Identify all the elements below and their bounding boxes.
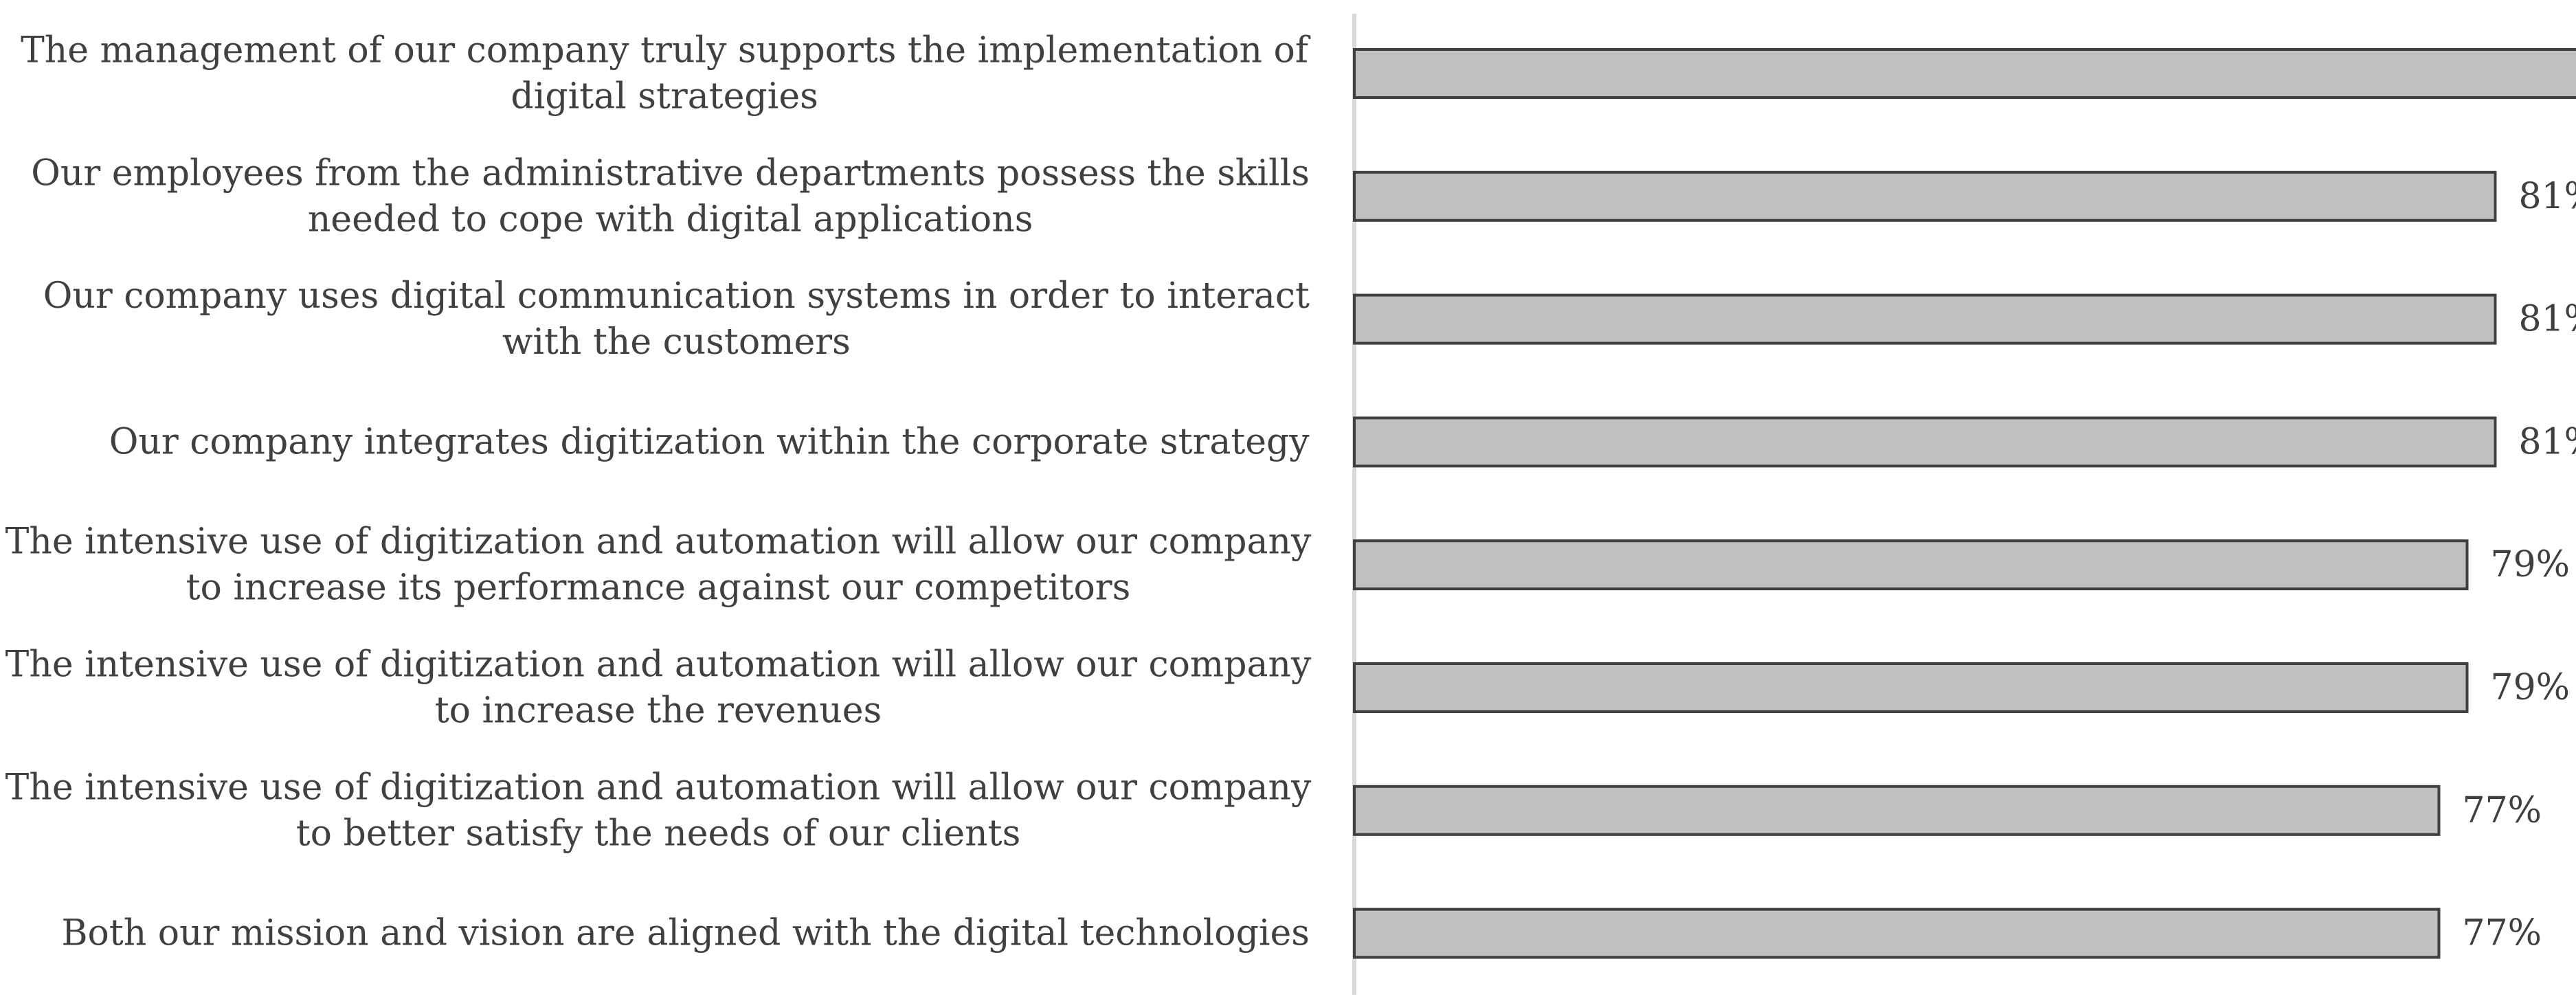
category-label-3: Our company uses digital communication s…: [43, 275, 1310, 363]
tick-label-4-line-1: Our company integrates digitization with…: [109, 421, 1310, 462]
category-labels-group: The management of our company truly supp…: [5, 30, 1312, 954]
category-label-7: The intensive use of digitization and au…: [5, 767, 1312, 854]
tick-label-2-line-2: needed to cope with digital applications: [308, 199, 1033, 240]
tick-label-6-line-2: to increase the revenues: [435, 690, 882, 732]
bar-4: [1353, 416, 2497, 468]
data-label-2: 81%: [2519, 176, 2576, 217]
bars-group: [1353, 48, 2576, 959]
data-label-8: 77%: [2463, 913, 2542, 954]
tick-label-6-line-1: The intensive use of digitization and au…: [5, 644, 1312, 686]
data-label-7: 77%: [2463, 790, 2542, 831]
tick-label-7-line-1: The intensive use of digitization and au…: [5, 767, 1312, 808]
bar-8: [1353, 908, 2441, 959]
tick-label-5-line-2: to increase its performance against our …: [186, 567, 1131, 609]
category-label-2: Our employees from the administrative de…: [31, 153, 1310, 240]
category-label-1: The management of our company truly supp…: [21, 30, 1311, 117]
bar-6: [1353, 662, 2469, 713]
bar-1: [1353, 48, 2576, 99]
category-label-6: The intensive use of digitization and au…: [5, 644, 1312, 732]
tick-label-3-line-2: with the customers: [502, 322, 851, 363]
value-labels-group: 87%81%81%81%79%79%77%77%: [2463, 176, 2576, 954]
data-label-6: 79%: [2491, 667, 2571, 708]
tick-label-5-line-1: The intensive use of digitization and au…: [5, 521, 1312, 563]
bar-3: [1353, 293, 2497, 345]
category-label-5: The intensive use of digitization and au…: [5, 521, 1312, 609]
data-label-5: 79%: [2491, 544, 2571, 585]
tick-label-1-line-1: The management of our company truly supp…: [21, 30, 1311, 71]
tick-label-7-line-2: to better satisfy the needs of our clien…: [296, 813, 1021, 854]
tick-label-3-line-1: Our company uses digital communication s…: [43, 275, 1310, 317]
tick-label-2-line-1: Our employees from the administrative de…: [31, 153, 1310, 194]
bar-7: [1353, 785, 2441, 836]
tick-label-8-line-1: Both our mission and vision are aligned …: [61, 913, 1310, 954]
category-label-8: Both our mission and vision are aligned …: [61, 913, 1310, 954]
tick-label-1-line-2: digital strategies: [511, 76, 818, 117]
category-label-4: Our company integrates digitization with…: [109, 421, 1310, 462]
data-label-4: 81%: [2519, 421, 2576, 462]
data-label-3: 81%: [2519, 299, 2576, 340]
bar-5: [1353, 539, 2469, 591]
bar-2: [1353, 170, 2497, 222]
